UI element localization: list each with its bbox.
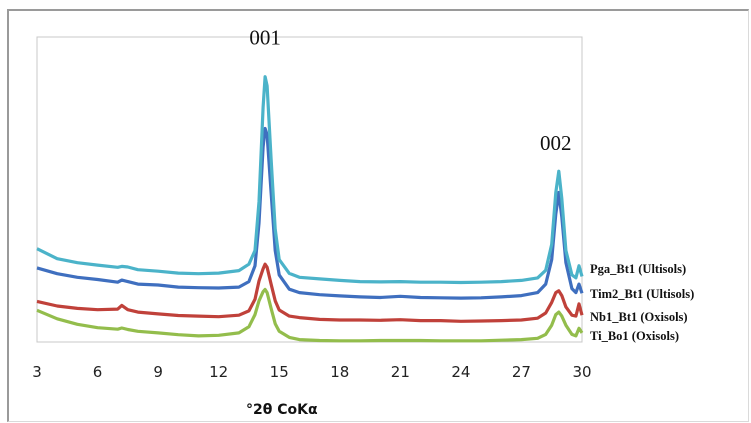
x-tick-label: 27 <box>512 363 531 381</box>
plot-area <box>36 36 583 343</box>
series-line-1 <box>36 126 584 300</box>
x-tick-label: 6 <box>93 363 103 381</box>
x-tick-label: 24 <box>451 363 470 381</box>
series-line-2 <box>36 262 584 323</box>
x-tick-label: 21 <box>391 363 410 381</box>
peak-label-002: 002 <box>540 131 572 155</box>
legend-entry-1: Tim2_Bt1 (Ultisols) <box>590 287 694 301</box>
legend-entry-3: Ti_Bo1 (Oxisols) <box>590 329 679 343</box>
series-layer <box>36 75 584 343</box>
x-tick-label: 15 <box>270 363 289 381</box>
x-axis-label: °2θ CoKα <box>246 402 318 418</box>
x-tick-label: 12 <box>209 363 228 381</box>
peak-label-001: 001 <box>249 26 281 50</box>
plot-border <box>36 36 583 343</box>
x-tick-label: 3 <box>32 363 42 381</box>
series-line-3 <box>36 287 584 343</box>
series-line-0 <box>36 75 584 285</box>
x-tick-labels: 3 6 9 12 15 18 21 24 27 30 <box>32 363 591 381</box>
peak-annotations: 001 002 <box>249 26 571 155</box>
x-tick-label: 30 <box>572 363 591 381</box>
legend: Pga_Bt1 (Ultisols) Tim2_Bt1 (Ultisols) Nb1… <box>590 262 694 343</box>
legend-entry-2: Nb1_Bt1 (Oxisols) <box>590 310 688 324</box>
x-tick-label: 9 <box>153 363 163 381</box>
chart-frame <box>7 9 749 422</box>
legend-entry-0: Pga_Bt1 (Ultisols) <box>590 262 686 276</box>
x-tick-label: 18 <box>330 363 349 381</box>
